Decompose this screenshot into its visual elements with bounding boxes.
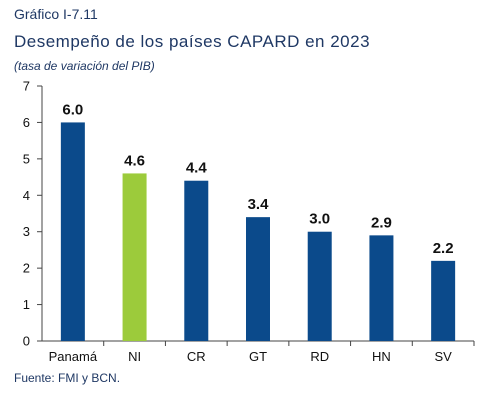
y-tick-label: 3 bbox=[23, 224, 30, 239]
y-tick-label: 1 bbox=[23, 297, 30, 312]
x-tick-label: NI bbox=[128, 349, 141, 364]
chart-label: Gráfico I-7.11 bbox=[14, 6, 98, 22]
y-tick-label: 5 bbox=[23, 151, 30, 166]
x-tick-label: SV bbox=[434, 349, 452, 364]
y-tick-label: 7 bbox=[23, 79, 30, 94]
x-tick-label: CR bbox=[187, 349, 206, 364]
bar-panama bbox=[60, 122, 85, 341]
bar-value-label: 3.4 bbox=[248, 196, 270, 213]
bar-cr bbox=[184, 180, 209, 341]
y-tick-label: 2 bbox=[23, 261, 30, 276]
bar-value-label: 4.4 bbox=[186, 160, 208, 177]
bar-sv bbox=[431, 260, 456, 341]
bar-gt bbox=[246, 217, 270, 341]
x-tick-label: Panamá bbox=[49, 349, 98, 364]
bar-value-label: 2.9 bbox=[371, 214, 392, 231]
bar-rd bbox=[307, 231, 332, 341]
bar-value-label: 2.2 bbox=[433, 240, 454, 257]
source-note: Fuente: FMI y BCN. bbox=[14, 371, 121, 385]
y-tick-label: 0 bbox=[23, 334, 30, 349]
x-tick-label: GT bbox=[249, 349, 267, 364]
bar-value-label: 4.6 bbox=[124, 152, 145, 169]
bar-hn bbox=[369, 235, 394, 341]
y-tick-label: 6 bbox=[23, 115, 30, 130]
chart-subtitle: (tasa de variación del PIB) bbox=[14, 59, 155, 73]
bar-value-label: 6.0 bbox=[62, 101, 83, 118]
x-tick-label: HN bbox=[372, 349, 391, 364]
chart-title: Desempeño de los países CAPARD en 2023 bbox=[14, 32, 371, 51]
bar-ni bbox=[122, 173, 147, 341]
bar-value-label: 3.0 bbox=[309, 211, 330, 228]
x-tick-label: RD bbox=[310, 349, 329, 364]
y-tick-label: 4 bbox=[23, 188, 30, 203]
